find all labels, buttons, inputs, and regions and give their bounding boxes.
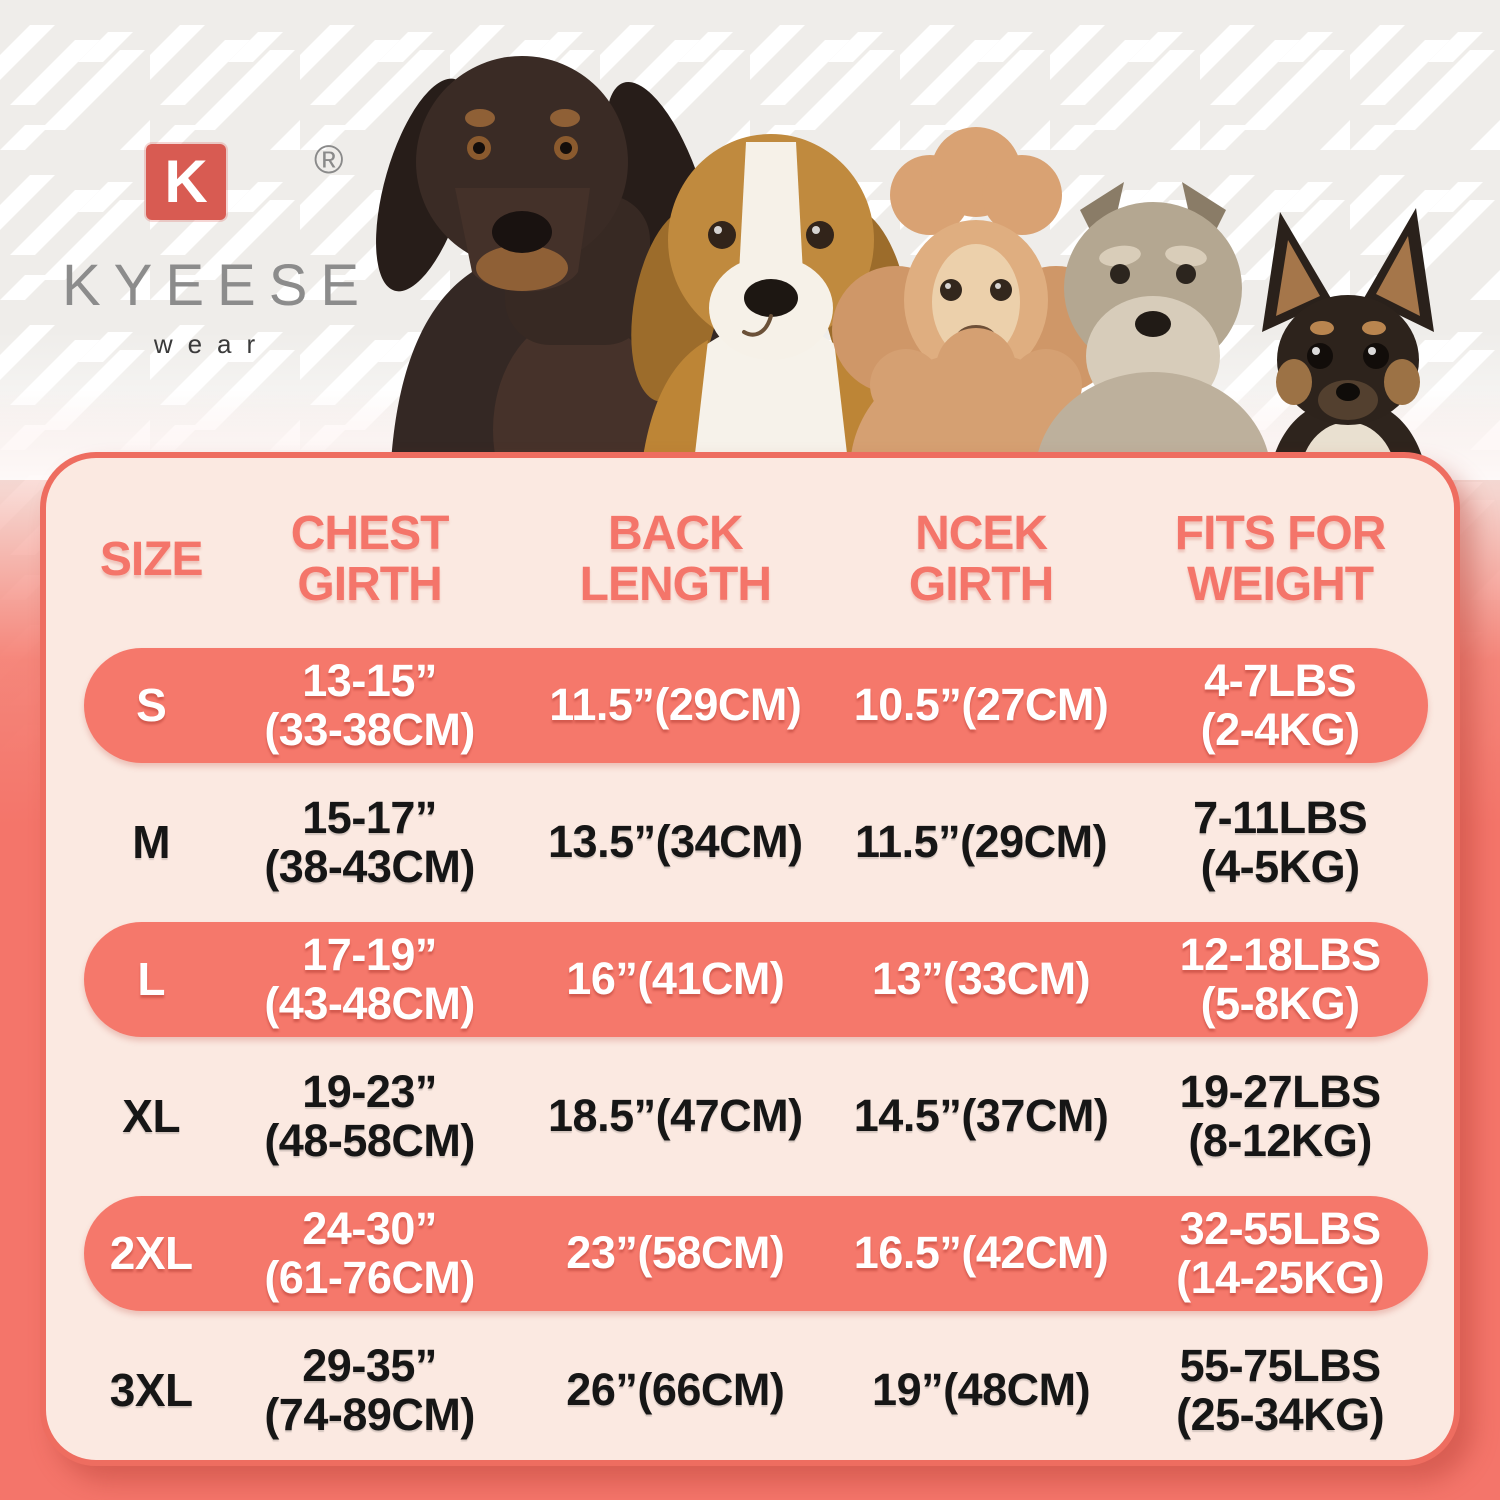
back-length-cell: 16”(41CM) <box>566 953 785 1005</box>
size-chart-header-row: SIZE CHEST GIRTH BACK LENGTH NCEK GIRTH … <box>84 484 1428 636</box>
dog-chihuahua <box>1262 208 1434 480</box>
neck-girth-cell: 10.5”(27CM) <box>853 679 1109 731</box>
dogs-illustration <box>0 56 1500 480</box>
header-back-length: BACK LENGTH <box>579 507 772 611</box>
table-row-size-xl: XL 19-23” (48-58CM) 18.5”(47CM) 14.5”(37… <box>84 1059 1428 1174</box>
weight-cell: 7-11LBS (4-5KG) <box>1193 791 1368 892</box>
brand-name: KYEESE <box>62 253 373 318</box>
size-cell: S <box>136 678 167 731</box>
table-row-size-m: M 15-17” (38-43CM) 13.5”(34CM) 11.5”(29C… <box>84 785 1428 900</box>
table-row-size-3xl: 3XL 29-35” (74-89CM) 26”(66CM) 19”(48CM)… <box>84 1333 1428 1448</box>
back-length-cell: 23”(58CM) <box>566 1227 785 1279</box>
header-neck-girth: NCEK GIRTH <box>908 507 1054 611</box>
back-length-cell: 13.5”(34CM) <box>548 816 803 868</box>
neck-girth-cell: 16.5”(42CM) <box>853 1227 1109 1279</box>
neck-girth-cell: 19”(48CM) <box>872 1364 1091 1416</box>
dog-beagle <box>631 134 911 480</box>
registered-trademark-symbol: ® <box>314 138 344 182</box>
chest-girth-cell: 24-30” (61-76CM) <box>264 1202 475 1303</box>
neck-girth-cell: 13”(33CM) <box>872 953 1091 1005</box>
chest-girth-cell: 15-17” (38-43CM) <box>264 791 475 892</box>
weight-cell: 19-27LBS (8-12KG) <box>1179 1065 1382 1166</box>
header-chest-girth: CHEST GIRTH <box>290 507 450 611</box>
back-length-cell: 11.5”(29CM) <box>549 679 802 731</box>
size-cell: M <box>132 815 171 868</box>
chest-girth-cell: 17-19” (43-48CM) <box>264 928 475 1029</box>
table-row-size-2xl: 2XL 24-30” (61-76CM) 23”(58CM) 16.5”(42C… <box>84 1196 1428 1311</box>
back-length-cell: 26”(66CM) <box>566 1364 785 1416</box>
chest-girth-cell: 19-23” (48-58CM) <box>264 1065 475 1166</box>
back-length-cell: 18.5”(47CM) <box>548 1090 803 1142</box>
brand-logo-mark: K <box>146 144 226 220</box>
weight-cell: 32-55LBS (14-25KG) <box>1176 1202 1385 1303</box>
brand-subtitle: wear <box>153 329 271 359</box>
chest-girth-cell: 29-35” (74-89CM) <box>264 1339 475 1440</box>
weight-cell: 12-18LBS (5-8KG) <box>1179 928 1382 1029</box>
brand-logo: K ® KYEESE wear <box>62 140 362 360</box>
neck-girth-cell: 11.5”(29CM) <box>855 816 1108 868</box>
table-row-size-s: S 13-15” (33-38CM) 11.5”(29CM) 10.5”(27C… <box>84 648 1428 763</box>
header-size: SIZE <box>99 532 204 586</box>
size-chart-panel: SIZE CHEST GIRTH BACK LENGTH NCEK GIRTH … <box>40 452 1460 1466</box>
dog-poodle <box>832 127 1120 480</box>
size-cell: 3XL <box>109 1363 193 1416</box>
size-cell: XL <box>122 1089 181 1142</box>
weight-cell: 4-7LBS (2-4KG) <box>1200 654 1361 755</box>
size-cell: 2XL <box>109 1226 193 1279</box>
weight-cell: 55-75LBS (25-34KG) <box>1176 1339 1385 1440</box>
chest-girth-cell: 13-15” (33-38CM) <box>264 654 475 755</box>
size-cell: L <box>137 952 165 1005</box>
neck-girth-cell: 14.5”(37CM) <box>853 1090 1109 1142</box>
table-row-size-l: L 17-19” (43-48CM) 16”(41CM) 13”(33CM) 1… <box>84 922 1428 1037</box>
size-chart-rows: S 13-15” (33-38CM) 11.5”(29CM) 10.5”(27C… <box>84 648 1428 1448</box>
header-fits-for-weight: FITS FOR WEIGHT <box>1174 507 1387 611</box>
